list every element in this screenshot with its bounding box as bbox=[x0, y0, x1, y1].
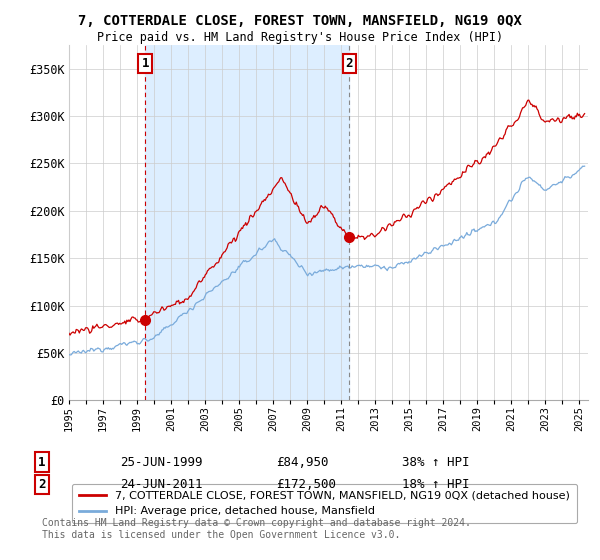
Text: 2: 2 bbox=[38, 478, 46, 491]
Text: Price paid vs. HM Land Registry's House Price Index (HPI): Price paid vs. HM Land Registry's House … bbox=[97, 31, 503, 44]
Legend: 7, COTTERDALE CLOSE, FOREST TOWN, MANSFIELD, NG19 0QX (detached house), HPI: Ave: 7, COTTERDALE CLOSE, FOREST TOWN, MANSFI… bbox=[72, 484, 577, 523]
Text: £84,950: £84,950 bbox=[276, 455, 329, 469]
Text: 1: 1 bbox=[142, 57, 149, 70]
Text: 1: 1 bbox=[38, 455, 46, 469]
Text: 25-JUN-1999: 25-JUN-1999 bbox=[120, 455, 203, 469]
Text: Contains HM Land Registry data © Crown copyright and database right 2024.
This d: Contains HM Land Registry data © Crown c… bbox=[42, 519, 471, 540]
Text: £172,500: £172,500 bbox=[276, 478, 336, 491]
Text: 24-JUN-2011: 24-JUN-2011 bbox=[120, 478, 203, 491]
Text: 7, COTTERDALE CLOSE, FOREST TOWN, MANSFIELD, NG19 0QX: 7, COTTERDALE CLOSE, FOREST TOWN, MANSFI… bbox=[78, 14, 522, 28]
Text: 38% ↑ HPI: 38% ↑ HPI bbox=[402, 455, 470, 469]
Bar bbox=[145, 45, 349, 400]
Text: 18% ↑ HPI: 18% ↑ HPI bbox=[402, 478, 470, 491]
Text: 2: 2 bbox=[346, 57, 353, 70]
